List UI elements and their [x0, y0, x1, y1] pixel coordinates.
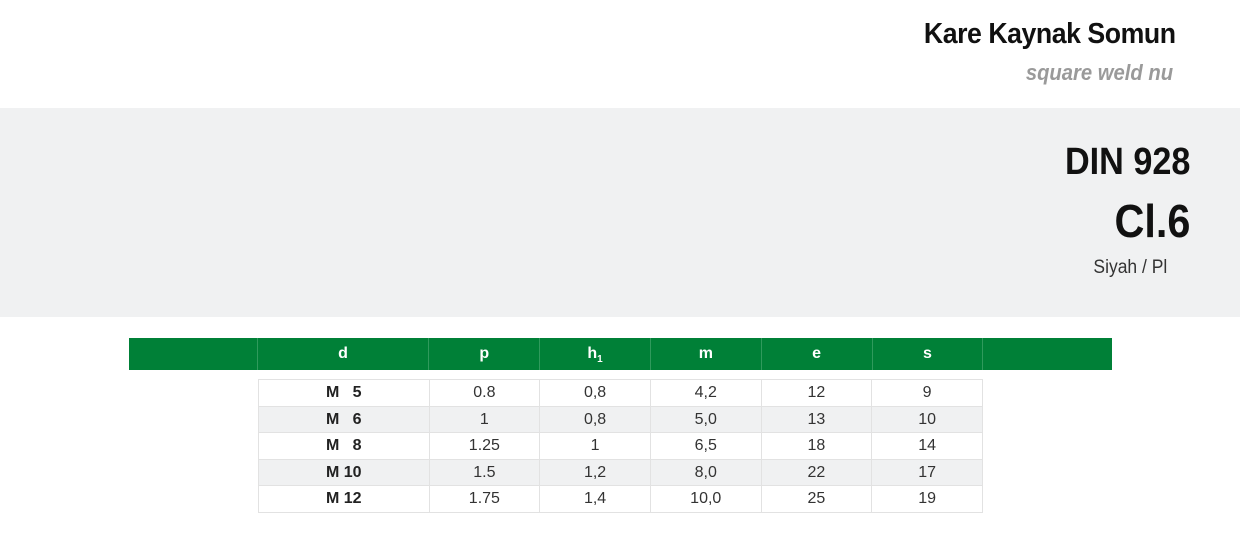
column-header-d: d: [258, 338, 430, 370]
page-subtitle: square weld nu: [1025, 60, 1173, 85]
cell-e: 25: [762, 486, 873, 512]
cell-h1: 0,8: [540, 380, 651, 406]
page-title: Kare Kaynak Somun: [924, 18, 1176, 50]
cell-e: 18: [762, 433, 873, 459]
cell-d: M 6: [258, 406, 430, 433]
cell-p: 1: [430, 406, 541, 433]
standard-label: DIN 928: [1064, 141, 1190, 183]
cell-e: 13: [762, 406, 873, 433]
table-row: M 8 1.25 1 6,5 18 14: [258, 433, 983, 460]
cell-s: 9: [872, 380, 983, 406]
cell-e: 12: [762, 380, 873, 406]
cell-h1: 1,4: [540, 486, 651, 512]
cell-h1: 0,8: [540, 406, 651, 433]
table-row: M 10 1.5 1,2 8,0 22 17: [258, 459, 983, 487]
column-header-h1: h1: [540, 338, 651, 370]
column-header-p: p: [429, 338, 541, 370]
column-header-e: e: [762, 338, 873, 370]
table-row: M 6 1 0,8 5,0 13 10: [258, 406, 983, 434]
cell-m: 8,0: [651, 459, 762, 486]
cell-s: 17: [872, 459, 983, 486]
table-header: d p h1 m e s: [129, 338, 1112, 370]
column-header-h1-subscript: 1: [597, 354, 603, 366]
cell-m: 4,2: [651, 380, 762, 406]
cell-p: 1.5: [430, 459, 541, 486]
cell-p: 1.75: [430, 486, 541, 512]
cell-p: 1.25: [430, 433, 541, 459]
cell-h1: 1,2: [540, 459, 651, 486]
cell-d: M 8: [258, 433, 430, 459]
cell-h1: 1: [540, 433, 651, 459]
header-spacer-left: [129, 338, 258, 370]
grade-label: Cl.6: [1114, 195, 1190, 247]
cell-d: M 10: [258, 459, 430, 486]
cell-m: 6,5: [651, 433, 762, 459]
finish-label: Siyah / Pl: [1093, 257, 1167, 278]
cell-d: M 12: [258, 486, 430, 512]
cell-p: 0.8: [430, 380, 541, 406]
cell-s: 10: [872, 406, 983, 433]
table-body: M 5 0.8 0,8 4,2 12 9 M 6 1 0,8 5,0 13 10…: [258, 379, 983, 513]
cell-s: 14: [872, 433, 983, 459]
column-header-s: s: [873, 338, 984, 370]
table-row: M 5 0.8 0,8 4,2 12 9: [258, 380, 983, 407]
spec-band: [0, 108, 1240, 317]
cell-m: 5,0: [651, 406, 762, 433]
table-row: M 12 1.75 1,4 10,0 25 19: [258, 486, 983, 513]
cell-e: 22: [762, 459, 873, 486]
cell-d: M 5: [258, 380, 430, 406]
column-header-m: m: [651, 338, 762, 370]
cell-s: 19: [872, 486, 983, 512]
column-header-h1-text: h: [587, 345, 598, 362]
cell-m: 10,0: [651, 486, 762, 512]
header-spacer-right: [983, 338, 1112, 370]
